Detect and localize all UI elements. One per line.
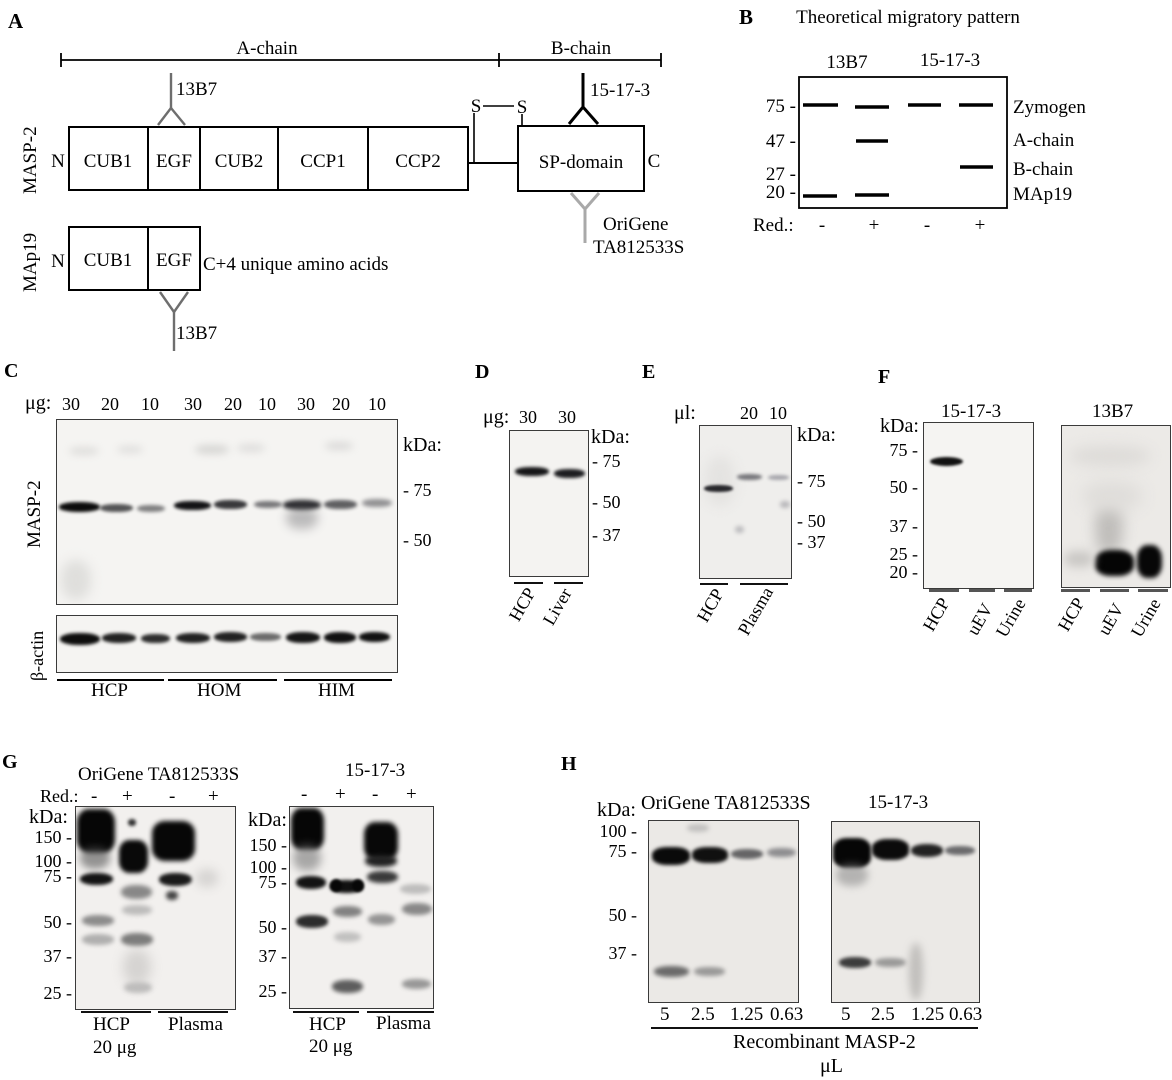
svg-text:A-chain: A-chain xyxy=(1013,130,1075,151)
svg-text:Zymogen: Zymogen xyxy=(1013,97,1086,118)
svg-text:MAp19: MAp19 xyxy=(1013,184,1072,205)
svg-text:EGF: EGF xyxy=(156,250,192,271)
svg-text:+: + xyxy=(975,215,986,236)
svg-text:SP-domain: SP-domain xyxy=(539,152,624,173)
svg-text:20 -: 20 - xyxy=(766,182,796,203)
svg-text:Theoretical migratory pattern: Theoretical migratory pattern xyxy=(796,7,1020,28)
svg-text:47 -: 47 - xyxy=(766,131,796,152)
svg-text:75 -: 75 - xyxy=(766,96,796,117)
svg-text:CUB1: CUB1 xyxy=(84,151,133,172)
svg-text:A-chain: A-chain xyxy=(236,38,298,59)
svg-text:C+4 unique amino acids: C+4 unique amino acids xyxy=(203,254,388,275)
svg-text:13B7: 13B7 xyxy=(176,79,217,100)
svg-text:27 -: 27 - xyxy=(766,164,796,185)
svg-text:+: + xyxy=(869,215,880,236)
svg-text:13B7: 13B7 xyxy=(176,323,217,344)
svg-text:15-17-3: 15-17-3 xyxy=(920,50,980,71)
svg-text:B-chain: B-chain xyxy=(1013,159,1074,180)
svg-text:MASP-2: MASP-2 xyxy=(20,126,41,194)
svg-text:B-chain: B-chain xyxy=(551,38,612,59)
svg-text:MAp19: MAp19 xyxy=(20,233,41,292)
svg-text:Red.:: Red.: xyxy=(753,215,794,236)
svg-text:CCP2: CCP2 xyxy=(395,151,440,172)
svg-text:-: - xyxy=(819,215,825,236)
svg-text:C: C xyxy=(648,151,661,172)
svg-text:CUB2: CUB2 xyxy=(215,151,264,172)
svg-text:B: B xyxy=(739,5,753,29)
svg-text:S: S xyxy=(517,97,528,118)
svg-text:A: A xyxy=(8,9,24,33)
svg-text:CCP1: CCP1 xyxy=(300,151,345,172)
svg-text:TA812533S: TA812533S xyxy=(593,237,684,258)
svg-text:15-17-3: 15-17-3 xyxy=(590,80,650,101)
svg-text:N: N xyxy=(51,151,65,172)
svg-text:S: S xyxy=(471,96,482,117)
svg-text:13B7: 13B7 xyxy=(826,52,867,73)
svg-text:CUB1: CUB1 xyxy=(84,250,133,271)
svg-text:EGF: EGF xyxy=(156,151,192,172)
svg-text:OriGene: OriGene xyxy=(603,214,668,235)
svg-text:-: - xyxy=(924,215,930,236)
svg-text:N: N xyxy=(51,251,65,272)
